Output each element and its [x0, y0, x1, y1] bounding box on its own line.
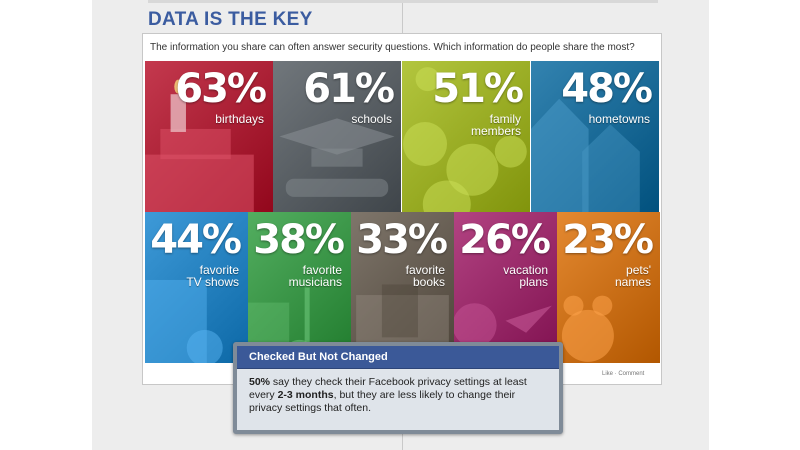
film-strip-icon	[145, 279, 223, 363]
tile-vacation-plans: 26% vacation plans	[454, 212, 557, 363]
tile-label: vacation plans	[454, 264, 548, 288]
houses-icon	[531, 98, 640, 212]
tile-schools: 61% schools	[273, 61, 401, 212]
tile-percentage: 23%	[562, 217, 654, 263]
tile-label-line: favorite	[405, 263, 445, 277]
tile-percentage: 44%	[150, 217, 242, 263]
tile-label-line: plans	[519, 275, 548, 289]
callout-text-part: say they check their Facebook privacy se…	[249, 376, 527, 401]
callout-text: 50% say they check their Facebook privac…	[249, 376, 549, 415]
tile-label: birthdays	[154, 113, 264, 125]
tile-percentage: 48%	[561, 66, 653, 112]
smiley-faces-icon	[403, 67, 527, 212]
tile-label: pets' names	[557, 264, 651, 288]
tile-label-line: birthdays	[215, 112, 264, 126]
tile-label: favorite books	[351, 264, 445, 288]
tile-percentage: 33%	[356, 217, 448, 263]
page-title: DATA IS THE KEY	[148, 9, 313, 30]
pet-face-icon	[561, 295, 614, 362]
tile-percentage: 61%	[303, 66, 395, 112]
airplane-globe-icon	[454, 303, 552, 348]
callout-text-part: , but they are less likely to change the…	[249, 389, 516, 414]
tile-percentage: 26%	[459, 217, 551, 263]
callout-title: Checked But Not Changed	[237, 346, 559, 369]
tile-label-line: schools	[351, 112, 392, 126]
tile-label: favorite TV shows	[145, 264, 239, 288]
graduation-cap-icon	[279, 118, 395, 197]
callout-box: Checked But Not Changed 50% say they che…	[233, 342, 563, 434]
tile-label-line: musicians	[288, 275, 342, 289]
tile-percentage: 38%	[253, 217, 345, 263]
top-divider	[148, 0, 658, 3]
tile-label-line: vacation	[503, 263, 548, 277]
tile-label: family members	[411, 113, 521, 137]
tile-label: schools	[282, 113, 392, 125]
tile-favorite-tv-shows: 44% favorite TV shows	[145, 212, 248, 363]
tile-birthdays: 63% birthdays	[145, 61, 273, 212]
tile-label-line: TV shows	[186, 275, 239, 289]
tile-percentage: 51%	[432, 66, 524, 112]
tile-percentage: 63%	[175, 66, 267, 112]
tile-favorite-musicians: 38% favorite musicians	[248, 212, 351, 363]
tile-label-line: hometowns	[588, 112, 650, 126]
callout-stat: 50%	[249, 376, 271, 388]
tile-hometowns: 48% hometowns	[531, 61, 659, 212]
tile-label-line: pets'	[626, 263, 651, 277]
like-comment-links[interactable]: Like · Comment	[602, 371, 645, 377]
tile-label-line: members	[470, 124, 521, 138]
tile-favorite-books: 33% favorite books	[351, 212, 454, 363]
chart-subtitle: The information you share can often answ…	[150, 42, 635, 53]
tile-pets-names: 23% pets' names	[557, 212, 660, 363]
tile-label: hometowns	[540, 113, 650, 125]
tile-label-line: family	[489, 112, 521, 126]
callout-period: 2-3 months	[277, 389, 334, 401]
tile-label-line: names	[614, 275, 651, 289]
tile-family-members: 51% family members	[402, 61, 530, 212]
tile-label: favorite musicians	[248, 264, 342, 288]
birthday-cake-icon	[145, 79, 254, 212]
tile-label-line: favorite	[302, 263, 342, 277]
tile-label-line: books	[412, 275, 445, 289]
tile-label-line: favorite	[199, 263, 239, 277]
